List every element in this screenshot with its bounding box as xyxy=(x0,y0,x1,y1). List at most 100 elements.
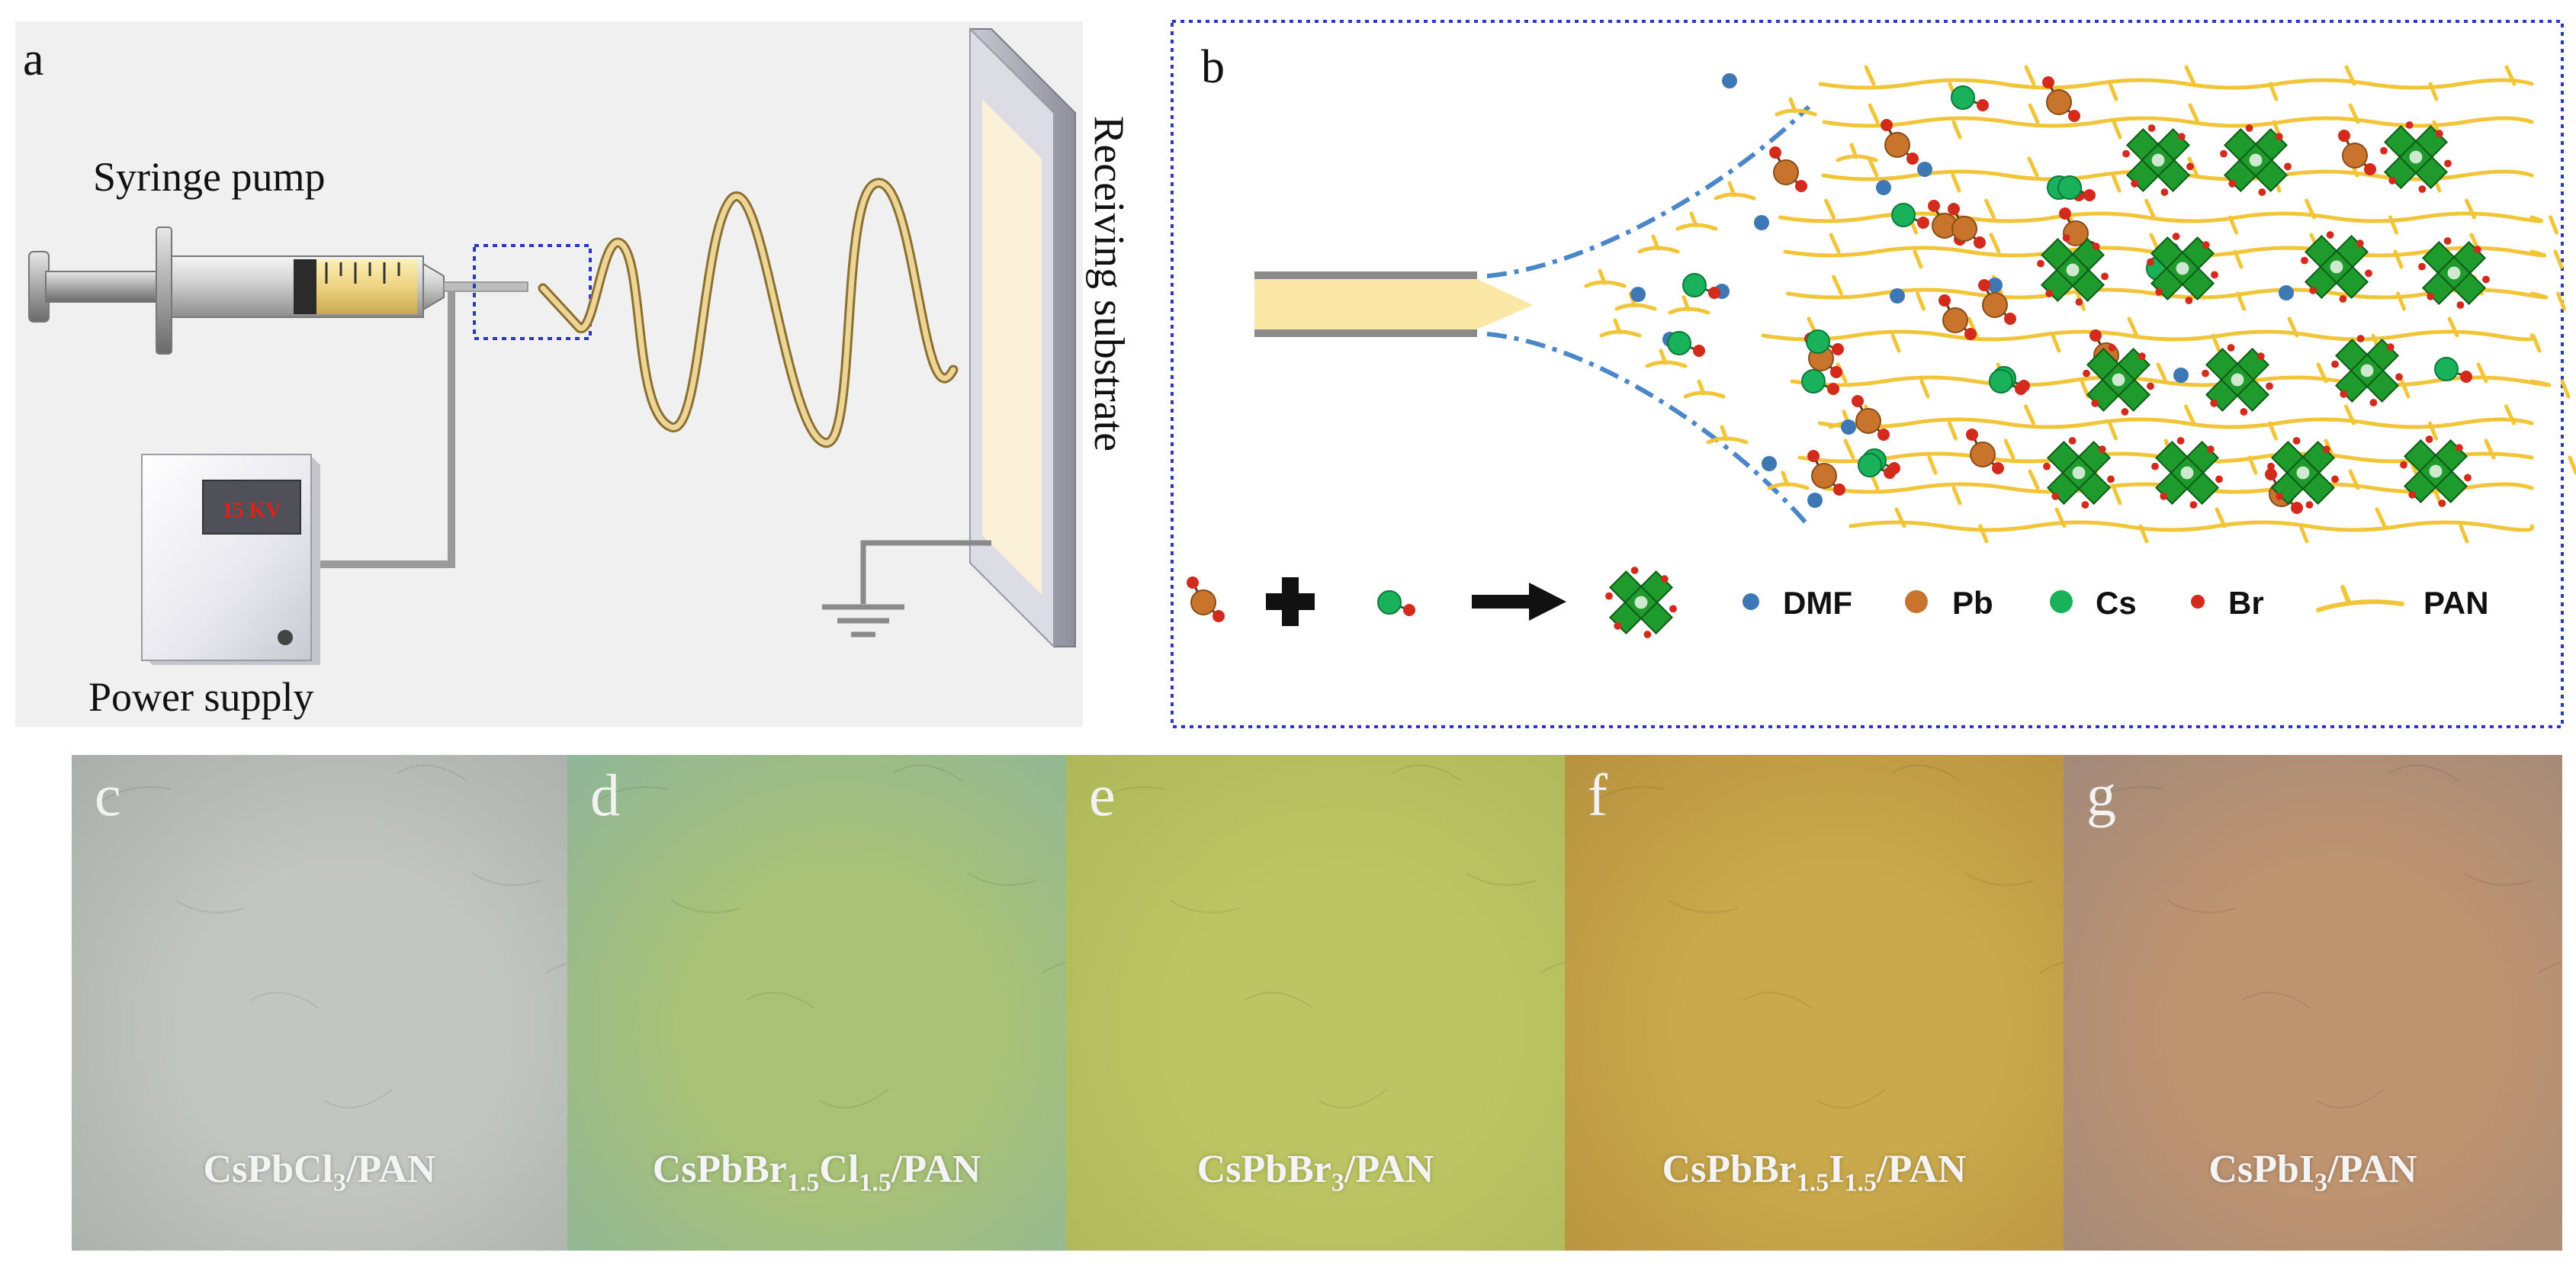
pan-fiber-branch xyxy=(1927,455,1938,475)
pan-fiber-branch xyxy=(2465,198,2476,220)
power-supply-box: 15 KV xyxy=(141,454,320,665)
pan-fiber-branch xyxy=(2504,404,2516,426)
pan-fiber-branch xyxy=(2184,404,2195,426)
pan-fiber-branch xyxy=(2144,198,2156,220)
pan-fiber-branch xyxy=(2428,82,2439,101)
receiving-substrate xyxy=(969,27,1076,649)
pan-fiber-branch xyxy=(1868,103,1880,124)
pan-fiber-branch xyxy=(2184,65,2196,86)
panel-a-letter: a xyxy=(23,34,44,85)
pan-fiber-branch xyxy=(2305,198,2316,220)
pan-fragment xyxy=(1668,295,1710,315)
pan-fiber-branch xyxy=(2111,173,2122,193)
pan-fiber xyxy=(1822,116,2534,128)
pan-fiber-branch xyxy=(1978,524,1989,544)
pan-fiber-branch xyxy=(2211,333,2221,353)
dmf-molecule xyxy=(2173,368,2189,383)
pbbr2-molecule-icon xyxy=(1187,576,1225,622)
csbr-molecule xyxy=(1806,329,1844,355)
pan-fragment xyxy=(1637,234,1680,254)
pan-fragment xyxy=(1767,470,1810,490)
pan-fiber-branch xyxy=(1916,291,1926,311)
pan-fiber-branch xyxy=(1989,233,2001,254)
pan-fiber-branch xyxy=(2247,455,2258,475)
pan-fiber-branch xyxy=(1951,173,1961,193)
dmf-molecule xyxy=(1754,215,1769,230)
sample-label: CsPbBr1.5I1.5/PAN xyxy=(1662,1147,1967,1196)
pbbr2-molecule xyxy=(1852,395,1890,441)
pbbr2-molecule xyxy=(2042,76,2080,122)
perovskite-crystal xyxy=(2418,237,2490,309)
pan-fiber-branch xyxy=(2003,438,2016,460)
pan-fiber-branch xyxy=(2268,421,2278,441)
pan-fiber-branch xyxy=(2476,362,2488,384)
pan-fiber-branch xyxy=(1919,379,1930,399)
br-legend-label: Br xyxy=(2228,585,2264,621)
pan-fiber-branch xyxy=(1829,233,1841,254)
pan-fiber-branch xyxy=(2348,103,2360,124)
film-texture xyxy=(1595,764,2064,1109)
film-texture xyxy=(1096,764,1565,1109)
high-voltage-wire xyxy=(320,291,455,568)
pb-legend-icon xyxy=(1905,590,1928,613)
pbbr2-molecule xyxy=(1978,279,2016,325)
csbr-molecule xyxy=(1667,331,1705,357)
pan-fiber-branch xyxy=(2560,379,2571,399)
pan-fiber-branch xyxy=(2388,215,2398,235)
perovskite-crystal-icon xyxy=(1605,567,1677,638)
sample-label: CsPbCl3/PAN xyxy=(203,1147,436,1196)
dmf-molecule xyxy=(2279,285,2294,300)
pan-fiber-branch xyxy=(2027,156,2039,178)
csbr-molecule xyxy=(1891,203,1929,229)
dmf-legend-icon xyxy=(1742,593,1759,610)
dmf-molecule xyxy=(1917,162,1932,177)
perovskite-crystal xyxy=(2267,437,2339,509)
pan-fiber-branch xyxy=(2054,507,2067,528)
film-texture xyxy=(2093,764,2562,1109)
perovskite-crystal xyxy=(2400,435,2472,507)
pan-fiber-branch xyxy=(1951,486,1962,506)
syringe-pump-label: Syringe pump xyxy=(93,154,326,200)
pan-fragment xyxy=(1706,425,1749,445)
pan-fiber-branch xyxy=(1864,65,1876,86)
perovskite-crystal xyxy=(2043,437,2115,509)
photo-panel-d: d CsPbBr1.5Cl1.5/PAN xyxy=(567,755,1066,1251)
pan-fiber-branch xyxy=(1832,275,1843,296)
photo-panel-letter: c xyxy=(95,762,121,828)
pbbr2-molecule xyxy=(1966,429,2004,474)
perovskite-crystal xyxy=(2147,233,2218,304)
film-texture xyxy=(101,764,567,1109)
pan-fiber-branch xyxy=(2024,65,2036,86)
pan-fiber-branch xyxy=(2447,316,2459,338)
pan-fiber-branch xyxy=(2344,65,2356,86)
pan-fiber-branch xyxy=(2568,455,2576,475)
pan-fiber-branch xyxy=(2375,507,2387,528)
pan-fiber-branch xyxy=(2348,469,2360,490)
pan-fragment xyxy=(1836,143,1878,162)
pan-fiber-branch xyxy=(2188,103,2200,124)
photo-panel-letter: g xyxy=(2086,762,2116,828)
perovskite-crystal xyxy=(2151,437,2223,509)
zoom-box xyxy=(473,244,592,340)
pbbr2-molecule xyxy=(1938,294,1977,340)
pan-fiber-branch xyxy=(2556,291,2566,311)
pan-fiber-branch xyxy=(2316,362,2328,384)
photo-panel-f: f CsPbBr1.5I1.5/PAN xyxy=(1565,755,2064,1251)
photo-panel-letter: e xyxy=(1089,762,1116,828)
dmf-molecule xyxy=(1876,180,1891,195)
voltage-readout: 15 KV xyxy=(223,499,281,522)
pan-fiber-branch xyxy=(2298,524,2309,544)
photo-panel-g: g CsPbI3/PAN xyxy=(2064,755,2562,1251)
pan-fiber-branch xyxy=(2549,215,2558,235)
pan-fiber-branch xyxy=(2138,524,2149,544)
pan-fragment xyxy=(1584,268,1627,288)
pan-fragment xyxy=(1645,348,1688,368)
pan-fiber-branch xyxy=(2553,249,2564,269)
pan-fiber-branch xyxy=(2400,379,2411,399)
panel-a: 15 KV a Syringe pump Power supply Receiv… xyxy=(15,21,1132,727)
pan-fiber-branch xyxy=(2233,249,2244,269)
pan-fiber-branch xyxy=(1824,198,1836,220)
perovskite-crystal xyxy=(2301,231,2372,303)
csbr-molecule xyxy=(1682,273,1720,299)
pan-fiber-branch xyxy=(2484,438,2496,460)
